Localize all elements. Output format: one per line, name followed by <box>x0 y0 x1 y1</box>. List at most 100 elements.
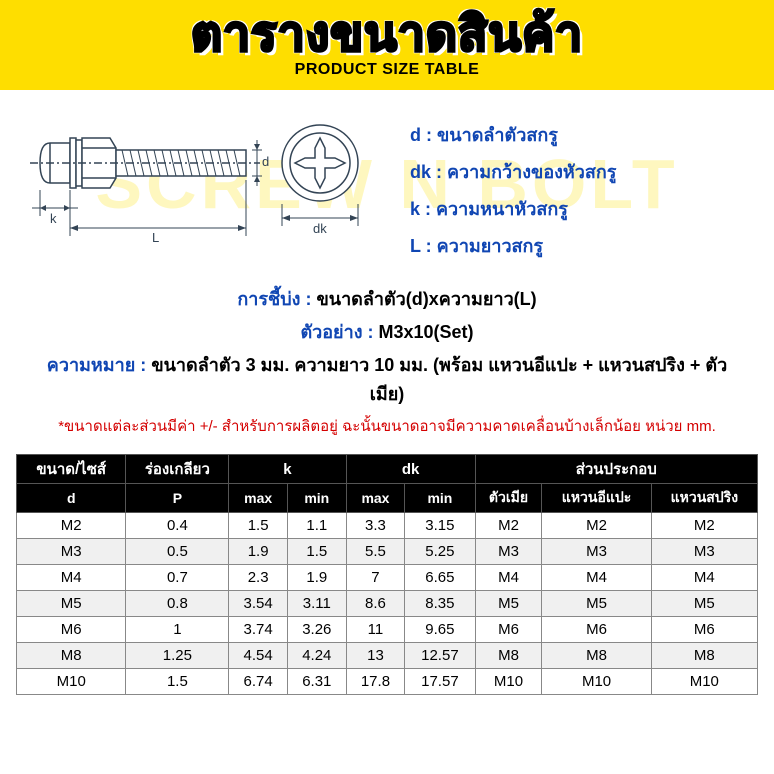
table-cell: M2 <box>542 513 651 539</box>
table-cell: M2 <box>651 513 757 539</box>
table-cell: 1.1 <box>287 513 346 539</box>
table-cell: 3.11 <box>287 591 346 617</box>
info-meaning-label: ความหมาย : <box>47 355 152 375</box>
legend-d: d : ขนาดลำตัวสกรู <box>410 120 744 149</box>
table-cell: 13 <box>346 643 405 669</box>
table-cell: 0.5 <box>126 539 229 565</box>
th-P: P <box>126 484 229 513</box>
info-example-val: M3x10(Set) <box>379 322 474 342</box>
table-cell: M10 <box>651 669 757 695</box>
table-cell: 0.7 <box>126 565 229 591</box>
table-cell: 4.24 <box>287 643 346 669</box>
table-cell: 3.54 <box>229 591 288 617</box>
table-cell: 7 <box>346 565 405 591</box>
th-flat-washer: แหวนอีแปะ <box>542 484 651 513</box>
table-cell: 0.8 <box>126 591 229 617</box>
table-cell: 6.74 <box>229 669 288 695</box>
diagram-label-k: k <box>50 211 57 226</box>
info-meaning-val: ขนาดลำตัว 3 มม. ความยาว 10 มม. (พร้อม แห… <box>151 355 727 404</box>
table-row: M50.83.543.118.68.35M5M5M5 <box>17 591 758 617</box>
table-cell: M6 <box>17 617 126 643</box>
th-thread: ร่องเกลียว <box>126 455 229 484</box>
table-cell: 6.31 <box>287 669 346 695</box>
table-cell: 0.4 <box>126 513 229 539</box>
table-cell: M3 <box>651 539 757 565</box>
table-cell: 2.3 <box>229 565 288 591</box>
table-cell: 1.25 <box>126 643 229 669</box>
th-k-max: max <box>229 484 288 513</box>
info-example: ตัวอย่าง : M3x10(Set) <box>40 317 734 346</box>
table-cell: M10 <box>17 669 126 695</box>
page-subtitle: PRODUCT SIZE TABLE <box>295 61 480 79</box>
table-cell: 3.3 <box>346 513 405 539</box>
table-cell: 9.65 <box>405 617 475 643</box>
table-cell: 3.26 <box>287 617 346 643</box>
table-row: M101.56.746.3117.817.57M10M10M10 <box>17 669 758 695</box>
table-row: M40.72.31.976.65M4M4M4 <box>17 565 758 591</box>
header-band: ตารางขนาดสินค้า PRODUCT SIZE TABLE <box>0 0 774 90</box>
table-row: M30.51.91.55.55.25M3M3M3 <box>17 539 758 565</box>
table-cell: 12.57 <box>405 643 475 669</box>
diagram-label-L: L <box>152 230 159 245</box>
th-components: ส่วนประกอบ <box>475 455 757 484</box>
table-cell: 8.35 <box>405 591 475 617</box>
table-cell: 1.5 <box>229 513 288 539</box>
th-d: d <box>17 484 126 513</box>
table-row: M613.743.26119.65M6M6M6 <box>17 617 758 643</box>
table-cell: 17.57 <box>405 669 475 695</box>
table-cell: M5 <box>651 591 757 617</box>
table-cell: M3 <box>542 539 651 565</box>
table-cell: 4.54 <box>229 643 288 669</box>
legend: d : ขนาดลำตัวสกรู dk : ความกว้างของหัวสก… <box>410 108 744 268</box>
table-row: M20.41.51.13.33.15M2M2M2 <box>17 513 758 539</box>
page-title: ตารางขนาดสินค้า <box>191 11 583 59</box>
th-dk-min: min <box>405 484 475 513</box>
th-nut: ตัวเมีย <box>475 484 542 513</box>
table-cell: M10 <box>475 669 542 695</box>
table-cell: M5 <box>475 591 542 617</box>
legend-L: L : ความยาวสกรู <box>410 231 744 260</box>
table-cell: M6 <box>475 617 542 643</box>
th-size: ขนาด/ไซส์ <box>17 455 126 484</box>
info-example-label: ตัวอย่าง : <box>300 322 378 342</box>
table-cell: M2 <box>17 513 126 539</box>
table-cell: M8 <box>17 643 126 669</box>
diagram-label-d: d <box>262 154 269 169</box>
table-cell: M8 <box>475 643 542 669</box>
table-cell: M4 <box>475 565 542 591</box>
th-dk: dk <box>346 455 475 484</box>
table-cell: 8.6 <box>346 591 405 617</box>
table-cell: 1 <box>126 617 229 643</box>
table-cell: 1.9 <box>287 565 346 591</box>
th-dk-max: max <box>346 484 405 513</box>
table-cell: M6 <box>542 617 651 643</box>
table-cell: M4 <box>17 565 126 591</box>
info-meaning: ความหมาย : ขนาดลำตัว 3 มม. ความยาว 10 มม… <box>40 350 734 408</box>
table-cell: 3.15 <box>405 513 475 539</box>
legend-k: k : ความหนาหัวสกรู <box>410 194 744 223</box>
table-cell: M3 <box>17 539 126 565</box>
table-cell: M6 <box>651 617 757 643</box>
th-k-min: min <box>287 484 346 513</box>
table-cell: M4 <box>651 565 757 591</box>
table-cell: M2 <box>475 513 542 539</box>
table-cell: 17.8 <box>346 669 405 695</box>
table-cell: M4 <box>542 565 651 591</box>
info-section: การชี้บ่ง : ขนาดลำตัว(d)xความยาว(L) ตัวอ… <box>0 278 774 446</box>
table-cell: 1.9 <box>229 539 288 565</box>
table-cell: M10 <box>542 669 651 695</box>
table-cell: M5 <box>542 591 651 617</box>
table-cell: 11 <box>346 617 405 643</box>
table-cell: M8 <box>542 643 651 669</box>
table-row: M81.254.544.241312.57M8M8M8 <box>17 643 758 669</box>
legend-dk: dk : ความกว้างของหัวสกรู <box>410 157 744 186</box>
info-naming-val: ขนาดลำตัว(d)xความยาว(L) <box>316 289 536 309</box>
th-k: k <box>229 455 346 484</box>
table-cell: 1.5 <box>126 669 229 695</box>
warning-text: *ขนาดแต่ละส่วนมีค่า +/- สำหรับการผลิตอยู… <box>40 414 734 438</box>
table-cell: 3.74 <box>229 617 288 643</box>
diagram-section: SCREW N BOLT <box>0 90 774 278</box>
info-naming-label: การชี้บ่ง : <box>237 289 316 309</box>
diagram-label-dk: dk <box>313 221 327 236</box>
info-naming: การชี้บ่ง : ขนาดลำตัว(d)xความยาว(L) <box>40 284 734 313</box>
